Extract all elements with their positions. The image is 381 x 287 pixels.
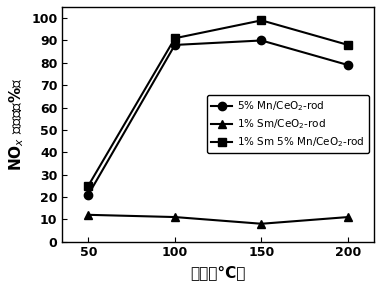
5% Mn/CeO$_2$-rod (259, 39, 264, 42)
1% Sm/CeO$_2$-rod (346, 215, 351, 219)
5% Mn/CeO$_2$-rod (173, 43, 177, 47)
1% Sm 5% Mn/CeO$_2$-rod (346, 43, 351, 47)
5% Mn/CeO$_2$-rod (346, 63, 351, 67)
Line: 1% Sm/CeO$_2$-rod: 1% Sm/CeO$_2$-rod (84, 211, 352, 228)
X-axis label: 温度（°C）: 温度（°C） (190, 265, 246, 280)
Line: 1% Sm 5% Mn/CeO$_2$-rod: 1% Sm 5% Mn/CeO$_2$-rod (84, 16, 352, 190)
1% Sm 5% Mn/CeO$_2$-rod (173, 36, 177, 40)
1% Sm/CeO$_2$-rod (86, 213, 91, 216)
5% Mn/CeO$_2$-rod (86, 193, 91, 196)
Legend: 5% Mn/CeO$_2$-rod, 1% Sm/CeO$_2$-rod, 1% Sm 5% Mn/CeO$_2$-rod: 5% Mn/CeO$_2$-rod, 1% Sm/CeO$_2$-rod, 1%… (207, 95, 369, 153)
Line: 5% Mn/CeO$_2$-rod: 5% Mn/CeO$_2$-rod (84, 36, 352, 199)
1% Sm/CeO$_2$-rod (259, 222, 264, 226)
1% Sm 5% Mn/CeO$_2$-rod (259, 19, 264, 22)
Y-axis label: NO$_x$ 转化率（%）: NO$_x$ 转化率（%） (7, 77, 26, 171)
1% Sm/CeO$_2$-rod (173, 215, 177, 219)
1% Sm 5% Mn/CeO$_2$-rod (86, 184, 91, 187)
